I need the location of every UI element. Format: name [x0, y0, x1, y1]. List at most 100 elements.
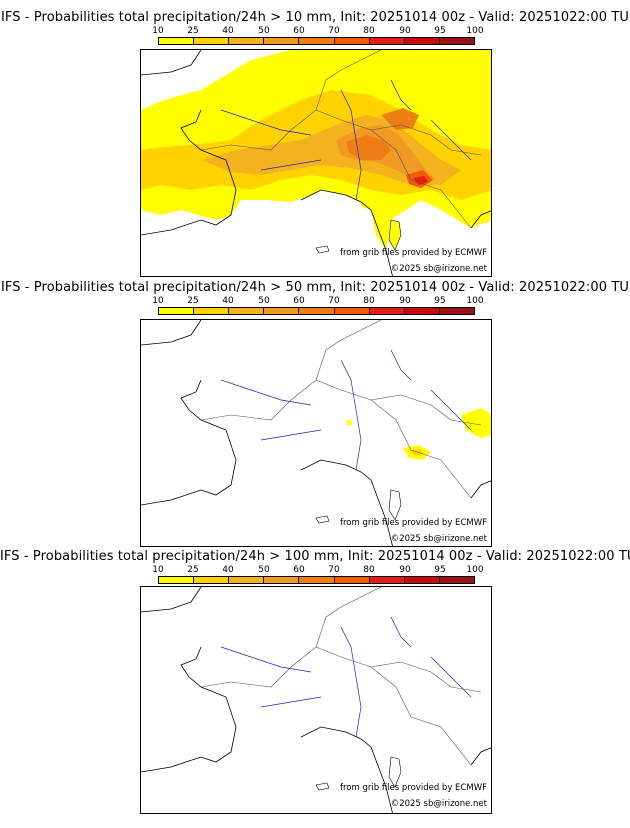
colorbar-tick: 95 [434, 26, 446, 36]
colorbar-tick: 90 [399, 26, 411, 36]
colorbar-swatch [369, 308, 405, 314]
balearic-island [315, 245, 330, 254]
colorbar-tick: 40 [222, 296, 234, 306]
colorbar-tick: 50 [258, 296, 270, 306]
colorbar-swatch [439, 577, 474, 583]
colorbar-tick: 25 [187, 296, 199, 306]
precip-probability-map [141, 587, 491, 813]
colorbar-tick: 40 [222, 565, 234, 575]
panel-title: IFS - Probabilities total precipitation/… [0, 280, 630, 295]
credit-copyright: ©2025 sb@irizone.net [390, 534, 487, 544]
colorbar-swatch [264, 308, 300, 314]
colorbar-tick: 70 [328, 296, 340, 306]
colorbar-tick: 10 [152, 565, 164, 575]
panel-50mm: IFS - Probabilities total precipitation/… [0, 280, 630, 550]
corsica-island [388, 219, 402, 251]
colorbar-tick: 100 [466, 296, 484, 306]
colorbar-tick: 60 [293, 26, 305, 36]
balearic-island [315, 782, 330, 791]
colorbar-tick: 25 [187, 26, 199, 36]
colorbar-tick: 70 [328, 26, 340, 36]
credit-source: from grib files provided by ECMWF [340, 248, 487, 258]
credit-copyright: ©2025 sb@irizone.net [390, 799, 487, 809]
colorbar-legend: 10 25 40 50 60 70 80 90 95 100 [152, 26, 484, 47]
coastline [141, 50, 491, 276]
panel-10mm: IFS - Probabilities total precipitation/… [0, 10, 630, 280]
colorbar-tick: 40 [222, 26, 234, 36]
credit-source: from grib files provided by ECMWF [340, 518, 487, 528]
prob-10-area-c [346, 419, 353, 426]
rivers [220, 616, 472, 738]
prob-80-area [413, 176, 428, 185]
colorbar-tick: 95 [434, 565, 446, 575]
prob-10-area [461, 408, 491, 438]
rivers [220, 79, 472, 201]
prob-60-area-b [381, 108, 419, 130]
colorbar-swatch [159, 577, 195, 583]
map-50mm: from grib files provided by ECMWF ©2025 … [140, 319, 492, 547]
colorbar-tick: 50 [258, 565, 270, 575]
colorbar-legend: 10 25 40 50 60 70 80 90 95 100 [152, 296, 484, 317]
colorbar-swatches [158, 576, 475, 584]
colorbar-tick: 80 [363, 26, 375, 36]
country-borders [200, 320, 482, 499]
colorbar-swatch [299, 38, 335, 44]
colorbar-tick: 60 [293, 296, 305, 306]
colorbar-tick: 25 [187, 565, 199, 575]
colorbar-swatch [334, 577, 370, 583]
colorbar-swatch [404, 308, 440, 314]
colorbar-swatch [334, 308, 370, 314]
colorbar-swatch [369, 577, 405, 583]
coastline [141, 587, 491, 813]
prob-60-area [346, 135, 391, 160]
mediterranean-sea [301, 190, 366, 276]
colorbar-legend: 10 25 40 50 60 70 80 90 95 100 [152, 565, 484, 586]
credit-source: from grib files provided by ECMWF [340, 783, 487, 793]
rivers [220, 349, 472, 471]
colorbar-tick: 90 [399, 296, 411, 306]
colorbar-swatch [334, 38, 370, 44]
colorbar-tick: 10 [152, 296, 164, 306]
colorbar-swatch [369, 38, 405, 44]
colorbar-tick: 100 [466, 565, 484, 575]
colorbar-tick: 100 [466, 26, 484, 36]
colorbar-swatch [404, 577, 440, 583]
colorbar-swatch [439, 308, 474, 314]
colorbar-tick: 90 [399, 565, 411, 575]
colorbar-tick: 80 [363, 296, 375, 306]
precip-probability-map [141, 320, 491, 546]
colorbar-swatch [299, 577, 335, 583]
map-10mm: from grib files provided by ECMWF ©2025 … [140, 49, 492, 277]
colorbar-swatch [159, 308, 195, 314]
credit-copyright: ©2025 sb@irizone.net [390, 264, 487, 274]
colorbar-swatch [194, 38, 230, 44]
colorbar-swatch [229, 577, 265, 583]
colorbar-swatch [159, 38, 195, 44]
coastline [141, 320, 491, 546]
map-100mm: from grib files provided by ECMWF ©2025 … [140, 586, 492, 814]
balearic-island [315, 515, 330, 524]
colorbar-swatch [194, 308, 230, 314]
colorbar-tick: 60 [293, 565, 305, 575]
corsica-island [388, 489, 402, 521]
colorbar-tick: 95 [434, 296, 446, 306]
colorbar-swatch [404, 38, 440, 44]
panel-title: IFS - Probabilities total precipitation/… [0, 549, 630, 564]
colorbar-tick: 10 [152, 26, 164, 36]
panel-title: IFS - Probabilities total precipitation/… [0, 10, 630, 25]
colorbar-swatch [194, 577, 230, 583]
corsica-island [388, 756, 402, 788]
country-borders [200, 50, 482, 229]
colorbar-swatch [299, 308, 335, 314]
colorbar-swatches [158, 37, 475, 45]
colorbar-swatch [264, 577, 300, 583]
colorbar-swatch [229, 308, 265, 314]
panel-100mm: IFS - Probabilities total precipitation/… [0, 549, 630, 819]
colorbar-tick: 50 [258, 26, 270, 36]
colorbar-tick: 70 [328, 565, 340, 575]
channel-sea [141, 50, 201, 75]
colorbar-swatch [264, 38, 300, 44]
colorbar-swatches [158, 307, 475, 315]
colorbar-swatch [229, 38, 265, 44]
country-borders [200, 587, 482, 766]
